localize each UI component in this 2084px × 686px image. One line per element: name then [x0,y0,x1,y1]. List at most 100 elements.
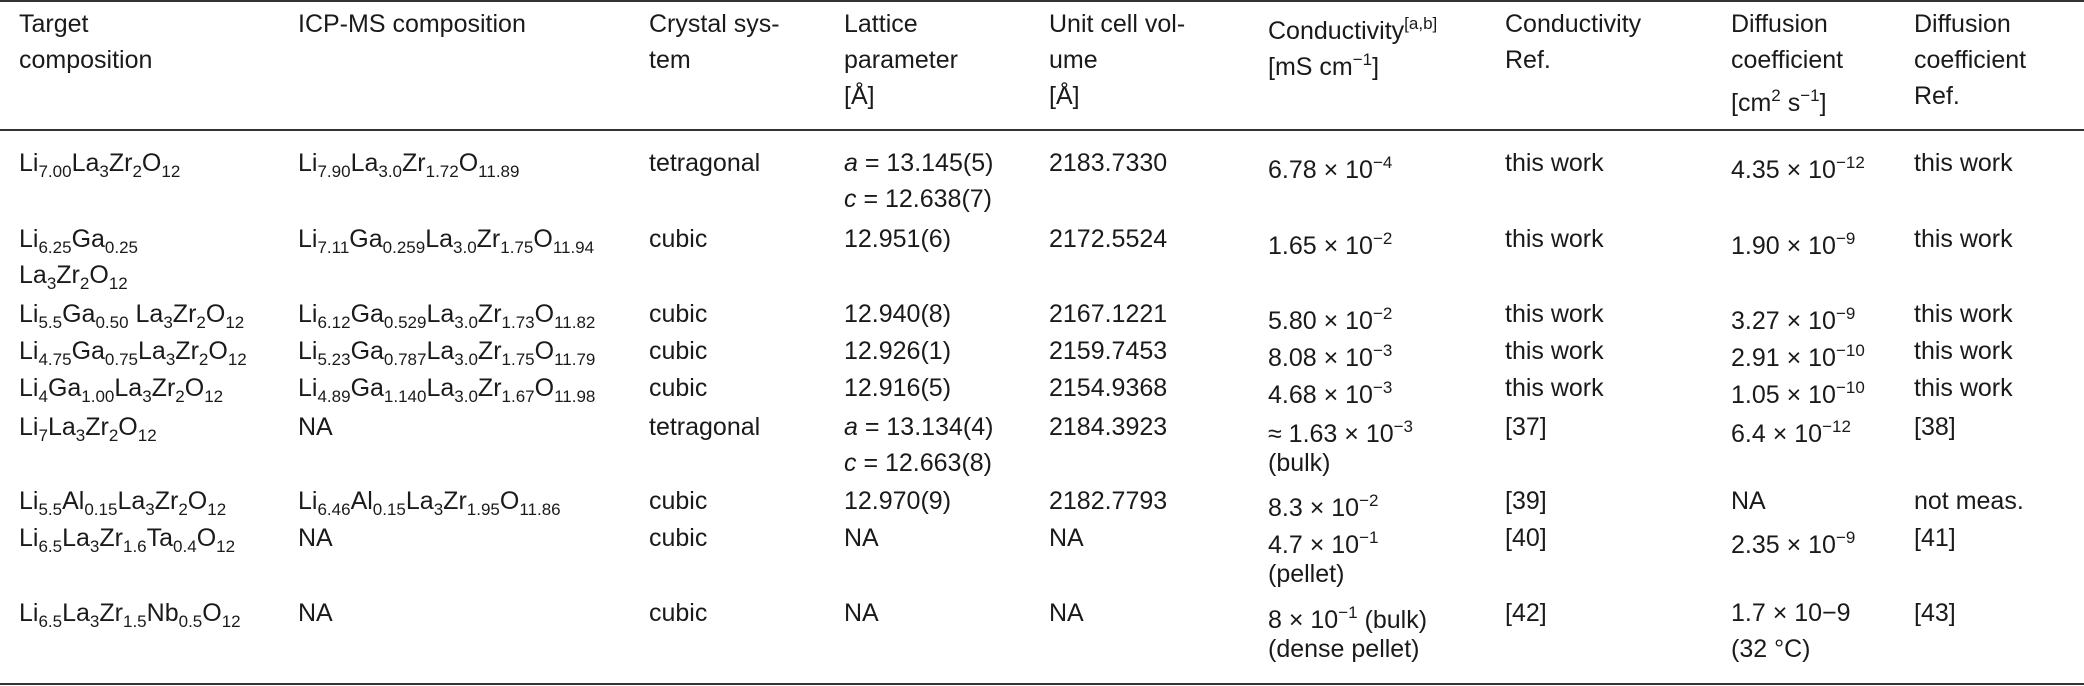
text: 2.91 × 10 [1731,344,1836,372]
subscript: 1.75 [501,350,535,369]
text: this work [1505,149,1604,177]
text: 12.970(9) [844,487,952,515]
table-cell: cubic [649,520,707,556]
text: O [141,149,162,177]
cell-line: tem [649,42,780,78]
text: Target [19,10,89,38]
text: [Å] [1049,82,1080,110]
cell-line: [40] [1505,520,1547,556]
superscript: −1 [1352,50,1373,69]
text: tetragonal [649,413,761,441]
text: cubic [649,599,708,627]
text: = 12.663(8) [856,449,993,477]
text: [40] [1505,524,1547,552]
superscript: −4 [1372,153,1393,172]
subscript: 3 [142,387,152,406]
superscript: −9 [1835,304,1856,323]
cell-line: not meas. [1914,483,2024,519]
cell-line: this work [1914,296,2013,332]
italic-text: a [844,413,858,441]
text: Zr [154,487,179,515]
text: La [138,337,166,365]
text: 2167.1221 [1049,300,1168,328]
cell-line: 8 × 10−1 (bulk) [1268,595,1427,634]
table-cell: 8.3 × 10−2 [1268,483,1378,522]
table-cell: Li4.89Ga1.140La3.0Zr1.67O11.98 [298,370,595,406]
text: La [425,225,454,253]
table-cell: cubic [649,370,707,406]
subscript: 12 [204,387,224,406]
header-cell: Diffusion coefficient [cm2 s−1] [1731,6,1843,117]
top-rule [0,0,2084,2]
subscript: 6.5 [38,537,63,556]
text: 6.78 × 10 [1268,156,1373,184]
text: O [208,337,228,365]
text: cubic [649,225,708,253]
text: La [128,300,164,328]
cell-line: (pellet) [1268,556,1378,592]
text: La [71,149,100,177]
cell-line: [cm2 s−1] [1731,78,1843,117]
italic-text: a [844,149,858,177]
text: NA [298,599,333,627]
table-cell: Li6.5La3Zr1.5Nb0.5O12 [19,595,241,631]
text: this work [1505,374,1604,402]
text: Ga [350,337,384,365]
subscript: 0.787 [383,350,427,369]
text: Li [19,524,39,552]
subscript: 3.0 [453,238,477,257]
text: 12.940(8) [844,300,952,328]
text: O [458,149,479,177]
cell-line: [37] [1505,409,1547,445]
subscript: 12 [225,313,245,332]
text: ume [1049,46,1098,74]
subscript: 1.73 [501,313,535,332]
text: Li [298,225,318,253]
cell-line: Ref. [1505,42,1641,78]
text: parameter [844,46,958,74]
text: La [47,413,76,441]
cell-line: 2184.3923 [1049,409,1167,445]
subscript: 1.95 [466,500,500,519]
cell-line: c = 12.638(7) [844,181,993,217]
cell-line: Li6.46Al0.15La3Zr1.95O11.86 [298,483,561,519]
text: ICP-MS composition [298,10,526,38]
text: Li [19,300,39,328]
table-cell: Li6.5La3Zr1.6Ta0.4O12 [19,520,235,556]
subscript: 0.25 [104,238,139,257]
subscript: 12 [137,426,157,445]
text: 2159.7453 [1049,337,1168,365]
cell-line: coefficient [1731,42,1843,78]
table-cell: tetragonal [649,145,760,181]
header-cell: Conductivity Ref. [1505,6,1641,78]
cell-line: 2183.7330 [1049,145,1167,181]
table-cell: NA [298,595,333,631]
table-cell: cubic [649,483,707,519]
table-cell: [42] [1505,595,1547,631]
text: 12.951(6) [844,225,952,253]
superscript: −10 [1835,341,1865,360]
text: La [117,487,146,515]
cell-line: Li6.5La3Zr1.6Ta0.4O12 [19,520,235,556]
cell-line: NA [1049,520,1084,556]
cell-line: [43] [1914,595,1956,631]
subscript: 3.0 [454,350,478,369]
text: 2154.9368 [1049,374,1168,402]
cell-line: Li6.5La3Zr1.5Nb0.5O12 [19,595,241,631]
text: 1.7 × 10−9 [1731,599,1851,627]
table-cell: Li6.25Ga0.25 La3Zr2O12 [19,221,138,293]
subscript: 2 [196,313,206,332]
table-cell: Li5.23Ga0.787La3.0Zr1.75O11.79 [298,333,595,369]
subscript: 2 [175,387,185,406]
table-cell: cubic [649,296,707,332]
text: Zr [85,413,109,441]
subscript: 6.25 [38,238,72,257]
cell-line: Li7.90La3.0Zr1.72O11.89 [298,145,519,181]
cell-line: 12.970(9) [844,483,951,519]
text: Zr [477,374,502,402]
cell-line: NA [298,409,333,445]
cell-line: ume [1049,42,1185,78]
text: O [533,225,553,253]
text: NA [844,599,879,627]
